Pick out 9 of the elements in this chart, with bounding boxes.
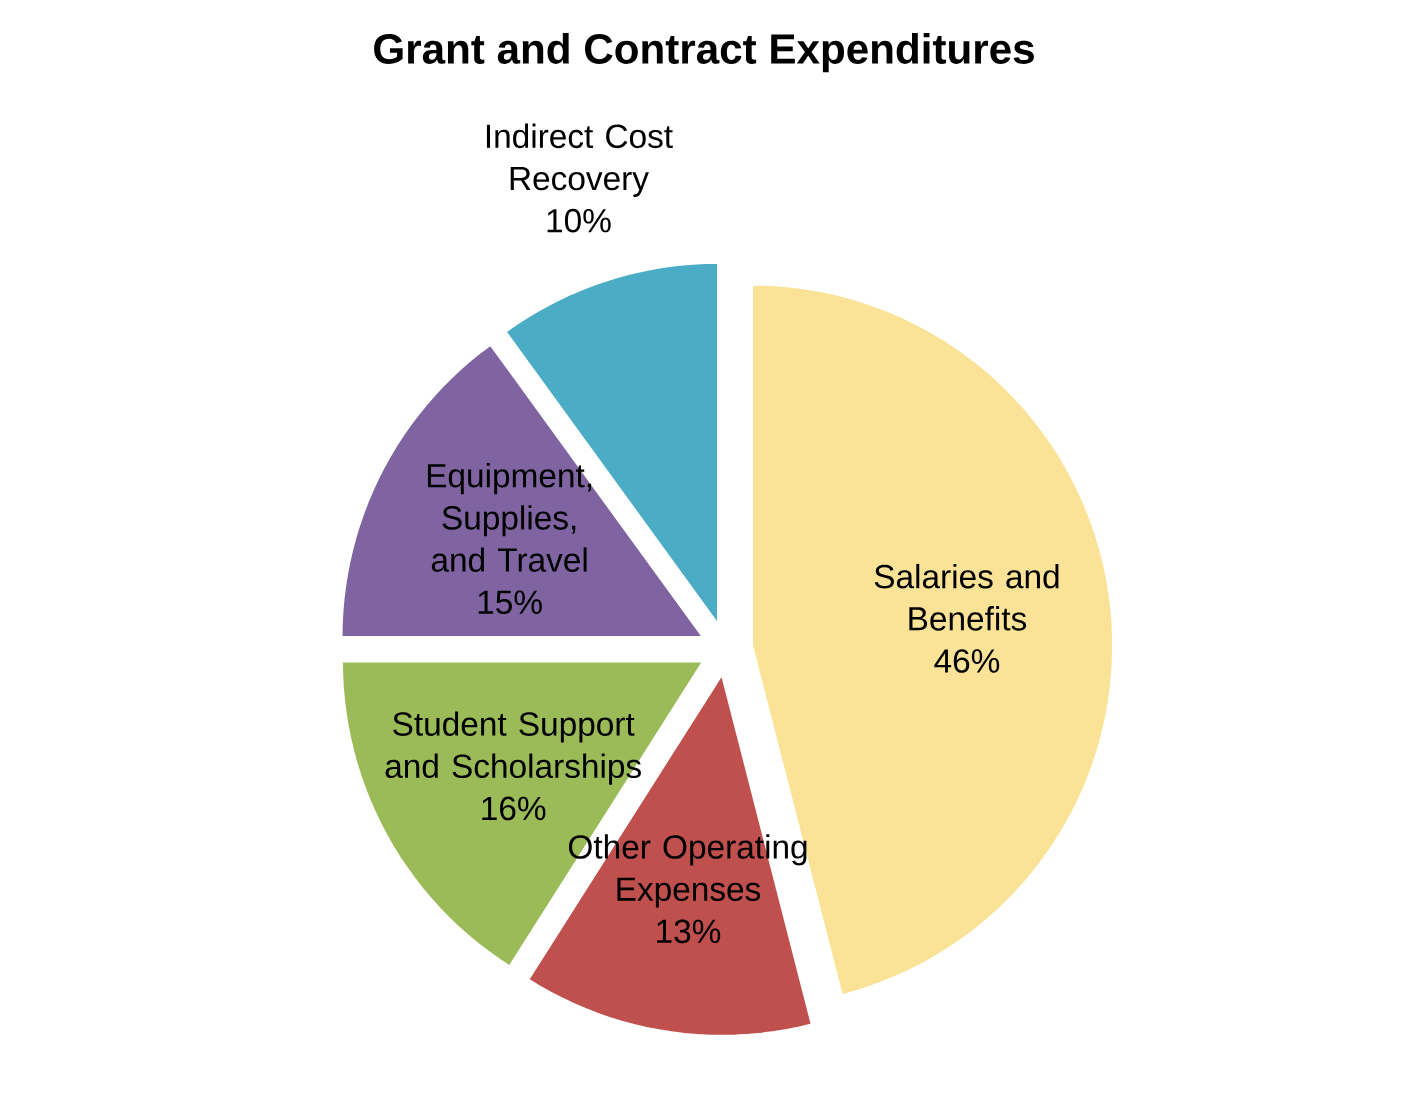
data-label: 15% (478, 590, 542, 615)
slice-label: Equipment, Supplies, and Travel (427, 463, 592, 572)
slice-label: Indirect Cost Recovery (486, 123, 673, 197)
slice-label: Salaries and Benefits (874, 563, 1059, 631)
data-label: 16% (482, 796, 546, 821)
data-label: 46% (934, 649, 1000, 673)
chart-title: Grant and Contract Expenditures (374, 32, 1034, 73)
data-label: 10% (547, 208, 611, 233)
data-label: 13% (657, 919, 721, 944)
